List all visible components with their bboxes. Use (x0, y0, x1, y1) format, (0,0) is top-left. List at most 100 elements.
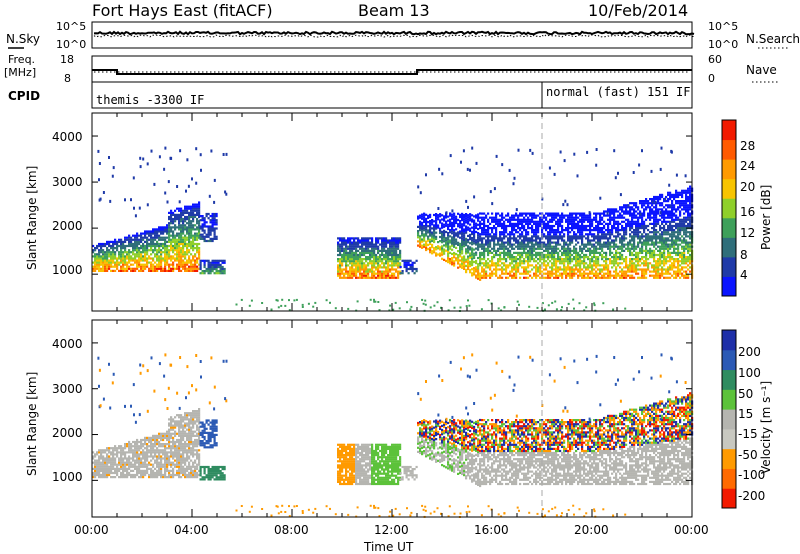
power-cell (627, 224, 630, 228)
power-cell (553, 256, 556, 259)
power-cell (579, 237, 582, 240)
power-cell (585, 243, 588, 246)
power-cell (96, 261, 99, 264)
power-cell (603, 276, 606, 279)
power-cell (533, 253, 536, 257)
power-cell (377, 274, 380, 277)
power-cell (489, 264, 492, 267)
power-cell (659, 274, 662, 277)
power-cell (629, 222, 632, 225)
power-cell (647, 235, 650, 238)
power-cell (140, 238, 143, 241)
power-cell (631, 216, 634, 219)
power-cell (417, 236, 420, 239)
power-cell (385, 268, 388, 271)
power-cell (198, 249, 201, 252)
power-cell (351, 270, 354, 273)
power-cell (591, 264, 594, 267)
power-cell (144, 247, 147, 250)
power-cell (565, 220, 568, 223)
power-cell (190, 228, 193, 231)
power-cell (463, 220, 466, 223)
power-cell (186, 211, 189, 214)
power-cell (603, 214, 606, 217)
power-cell (509, 216, 512, 219)
power-cell (150, 267, 153, 270)
power-cell (615, 210, 618, 213)
power-cell (599, 216, 602, 219)
power-cell (170, 249, 173, 252)
power-cell (112, 166, 115, 170)
power-cell (497, 249, 500, 252)
power-cell (491, 231, 494, 234)
power-cell (659, 260, 662, 263)
power-cell (381, 249, 384, 252)
power-cell (203, 235, 206, 238)
power-cell (493, 239, 496, 242)
power-cell (453, 233, 456, 236)
power-cell (557, 251, 560, 254)
power-cell (128, 238, 131, 241)
power-cell (573, 272, 576, 275)
power-cell (557, 274, 560, 277)
power-cell (351, 262, 354, 265)
power-cell (503, 251, 506, 254)
power-cell (194, 267, 197, 270)
power-cell (557, 222, 560, 225)
power-cell (615, 272, 618, 275)
power-cell (383, 241, 386, 244)
power-cell (385, 256, 388, 259)
power-cell (203, 270, 206, 273)
power-cell (529, 260, 532, 263)
power-cell (351, 241, 354, 244)
power-cell (629, 224, 632, 228)
power-cell (513, 266, 516, 269)
power-cell (443, 231, 446, 235)
power-cell (184, 265, 187, 268)
power-cell (660, 146, 663, 150)
power-cell (627, 206, 630, 209)
power-cell (657, 268, 660, 271)
power-cell (643, 227, 646, 230)
power-cell (557, 266, 560, 269)
power-cell (451, 259, 454, 262)
power-cell (553, 276, 556, 279)
power-cell (215, 272, 218, 275)
power-cell (649, 216, 652, 219)
power-cell (613, 239, 616, 242)
power-cell (353, 274, 356, 277)
power-cell (397, 272, 400, 275)
power-cell (681, 241, 684, 244)
power-cell (641, 237, 644, 240)
power-cell (100, 261, 103, 264)
power-cell (547, 241, 550, 244)
power-cell (387, 260, 390, 263)
power-cell (684, 174, 687, 178)
power-cell (683, 204, 686, 207)
power-cell (98, 269, 101, 272)
power-cell (459, 226, 462, 229)
power-cell (92, 269, 95, 272)
power-cell (192, 205, 195, 208)
power-cell (461, 264, 464, 267)
power-cell (571, 212, 574, 215)
power-cell (551, 214, 554, 217)
power-cell (513, 258, 516, 261)
power-cell (621, 224, 624, 228)
power-cell (497, 218, 500, 221)
power-cell (114, 261, 117, 264)
power-cell (205, 233, 208, 236)
power-cell (651, 274, 654, 277)
power-cell (637, 224, 640, 228)
power-cell (569, 222, 572, 225)
power-cell (571, 227, 574, 230)
power-cell (453, 262, 456, 265)
power-cell (549, 235, 552, 238)
power-cell (655, 218, 658, 221)
power-cell (515, 237, 518, 240)
power-cell (537, 220, 540, 223)
power-cell (511, 266, 514, 269)
power-cell (567, 262, 570, 265)
power-cell (669, 214, 672, 217)
power-cell (651, 227, 654, 230)
